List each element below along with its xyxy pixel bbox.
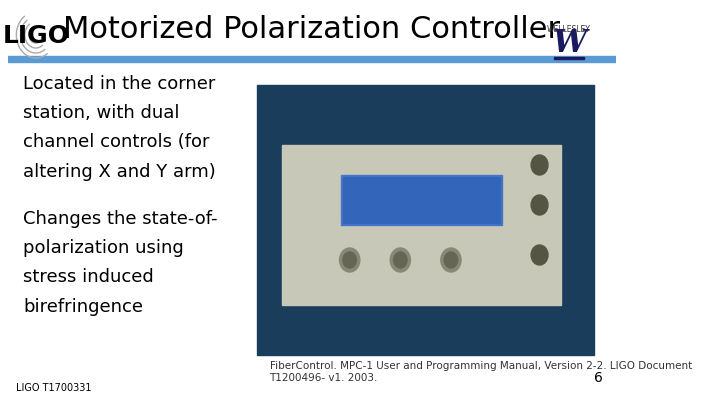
Circle shape [441,248,461,272]
Circle shape [444,252,458,268]
Text: LIGO: LIGO [2,24,69,48]
Text: Located in the corner
station, with dual
channel controls (for
altering X and Y : Located in the corner station, with dual… [23,75,216,181]
Text: Changes the state-of-
polarization using
stress induced
birefringence: Changes the state-of- polarization using… [23,210,217,315]
Bar [8,0,616,62]
Bar [282,145,561,305]
Text: W: W [552,28,586,60]
Bar [554,57,584,59]
Circle shape [394,252,407,268]
Text: FiberControl. MPC-1 User and Programming Manual, Version 2-2. LIGO Document
T120: FiberControl. MPC-1 User and Programming… [269,361,692,383]
Bar [343,177,500,223]
Bar [8,62,616,405]
Circle shape [531,155,548,175]
Circle shape [531,195,548,215]
Bar [341,175,502,225]
Text: Motorized Polarization Controller: Motorized Polarization Controller [63,15,560,45]
Text: WELLESLEY: WELLESLEY [547,26,591,34]
Circle shape [390,248,410,272]
Bar [8,56,616,62]
Text: LIGO T1700331: LIGO T1700331 [17,383,92,393]
Circle shape [531,245,548,265]
Bar [257,85,595,355]
Text: 6: 6 [594,371,603,385]
Circle shape [340,248,360,272]
Circle shape [343,252,356,268]
